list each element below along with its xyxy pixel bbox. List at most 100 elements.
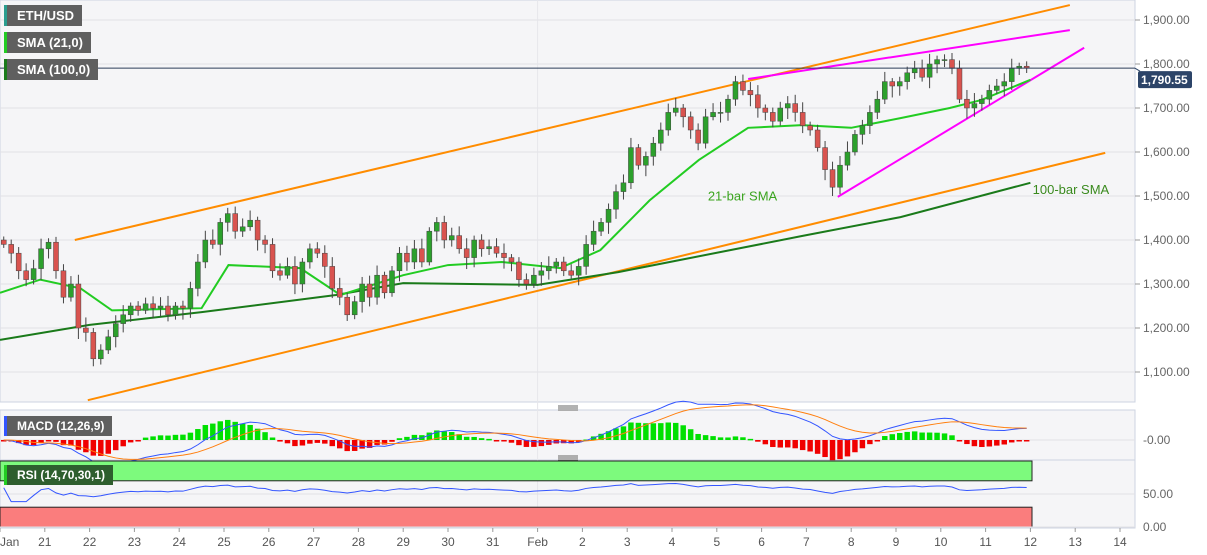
candle-body [98, 349, 104, 360]
candle-body [239, 226, 246, 232]
candle-body [8, 244, 14, 254]
macd-histogram-bar [994, 440, 1000, 446]
macd-histogram-bar [434, 430, 440, 440]
macd-histogram-bar [135, 440, 141, 442]
symbol-label[interactable]: ETH/USD [4, 5, 83, 26]
macd-histogram-bar [897, 433, 903, 440]
candle-body [60, 270, 67, 298]
macd-label[interactable]: MACD (12,26,9) [4, 416, 113, 436]
trendline-wedge-upper [748, 29, 1070, 80]
macd-histogram-bar [964, 440, 970, 445]
last-price-label: 1,790.55 [1141, 73, 1188, 87]
candle-body [852, 134, 858, 153]
macd-histogram-bar [665, 422, 671, 440]
macd-histogram-bar [1009, 440, 1015, 443]
sma21-label[interactable]: SMA (21,0) [4, 32, 91, 53]
candle-body [165, 305, 171, 316]
macd-histogram-bar [747, 438, 754, 441]
macd-histogram-bar [673, 422, 679, 440]
macd-histogram-bar [15, 440, 22, 444]
macd-histogram-bar [613, 428, 619, 440]
candle-body [105, 336, 112, 351]
macd-histogram-bar [98, 440, 104, 456]
candle-body [262, 239, 268, 245]
macd-histogram-bar [1, 440, 7, 442]
macd-histogram-bar [829, 440, 836, 461]
candle-body [299, 261, 306, 285]
candle-body [844, 151, 851, 166]
x-tick-label: 22 [83, 535, 97, 549]
candle-body [501, 252, 507, 258]
x-tick-label: 2 [579, 535, 586, 549]
macd-histogram-bar [299, 440, 306, 446]
rsi-oversold-zone [0, 506, 1033, 528]
macd-histogram-bar [598, 433, 604, 440]
x-tick-label: 26 [262, 535, 276, 549]
candle-body [799, 112, 806, 126]
candle-body [672, 107, 679, 113]
candle-body [374, 274, 380, 298]
candle-body [516, 261, 522, 280]
macd-histogram-bar [911, 431, 918, 440]
candle-body [411, 248, 418, 263]
macd-histogram-bar [650, 423, 657, 440]
macd-histogram-bar [351, 440, 358, 451]
candle-body [90, 332, 97, 360]
rsi-tick-label: 0.00 [1143, 520, 1167, 534]
candle-body [732, 81, 739, 100]
macd-histogram-bar [471, 436, 477, 440]
macd-histogram-bar [770, 440, 776, 448]
candle-body [314, 248, 321, 254]
macd-histogram-bar [710, 436, 716, 440]
candle-body [605, 208, 612, 223]
macd-histogram-bar [187, 432, 194, 440]
candle-body [0, 239, 7, 245]
macd-histogram-bar [695, 433, 701, 440]
candle-body [934, 59, 940, 65]
macd-histogram-bar [531, 440, 537, 447]
candle-body [120, 314, 126, 324]
candle-body [23, 270, 29, 280]
candle-body [867, 112, 873, 126]
candle-body [419, 248, 425, 263]
macd-histogram-bar [867, 440, 873, 445]
y-tick-label: 1,500.00 [1143, 189, 1190, 203]
annotation-label: 100-bar SMA [1033, 182, 1110, 197]
candle-body [882, 81, 888, 100]
macd-histogram-bar [292, 440, 298, 447]
macd-histogram-bar [142, 437, 149, 440]
macd-histogram-bar [717, 437, 724, 440]
candle-body [740, 81, 746, 91]
macd-histogram-bar [732, 436, 739, 440]
macd-histogram-bar [501, 440, 507, 442]
x-tick-label: 27 [307, 535, 321, 549]
sma100-label[interactable]: SMA (100,0) [4, 59, 99, 80]
candle-body [949, 59, 955, 69]
trendline-wedge-lower [837, 46, 1085, 198]
candle-body [837, 164, 843, 188]
y-tick-label: 1,300.00 [1143, 277, 1190, 291]
macd-histogram-bar [366, 440, 373, 448]
candle-body [38, 248, 44, 269]
rsi-tick-label: 50.00 [1143, 487, 1173, 501]
macd-histogram-bar [956, 440, 963, 442]
macd-histogram-bar [329, 440, 335, 447]
macd-histogram-bar [322, 440, 328, 444]
macd-histogram-bar [314, 440, 321, 443]
rsi-overbought-zone [0, 460, 1033, 482]
candle-body [829, 169, 836, 188]
macd-histogram-bar [344, 440, 350, 452]
candle-body [986, 90, 993, 100]
macd-histogram-bar [971, 440, 978, 447]
candle-body [911, 68, 918, 74]
rsi-label[interactable]: RSI (14,70,30,1) [4, 465, 114, 485]
candle-body [628, 147, 634, 184]
macd-tick-label: -0.00 [1143, 433, 1171, 447]
candle-body [784, 103, 791, 109]
macd-histogram-bar [822, 440, 828, 458]
candle-body [755, 94, 761, 109]
candle-body [702, 116, 709, 144]
x-tick-label: 5 [713, 535, 720, 549]
candle-body [807, 125, 813, 131]
